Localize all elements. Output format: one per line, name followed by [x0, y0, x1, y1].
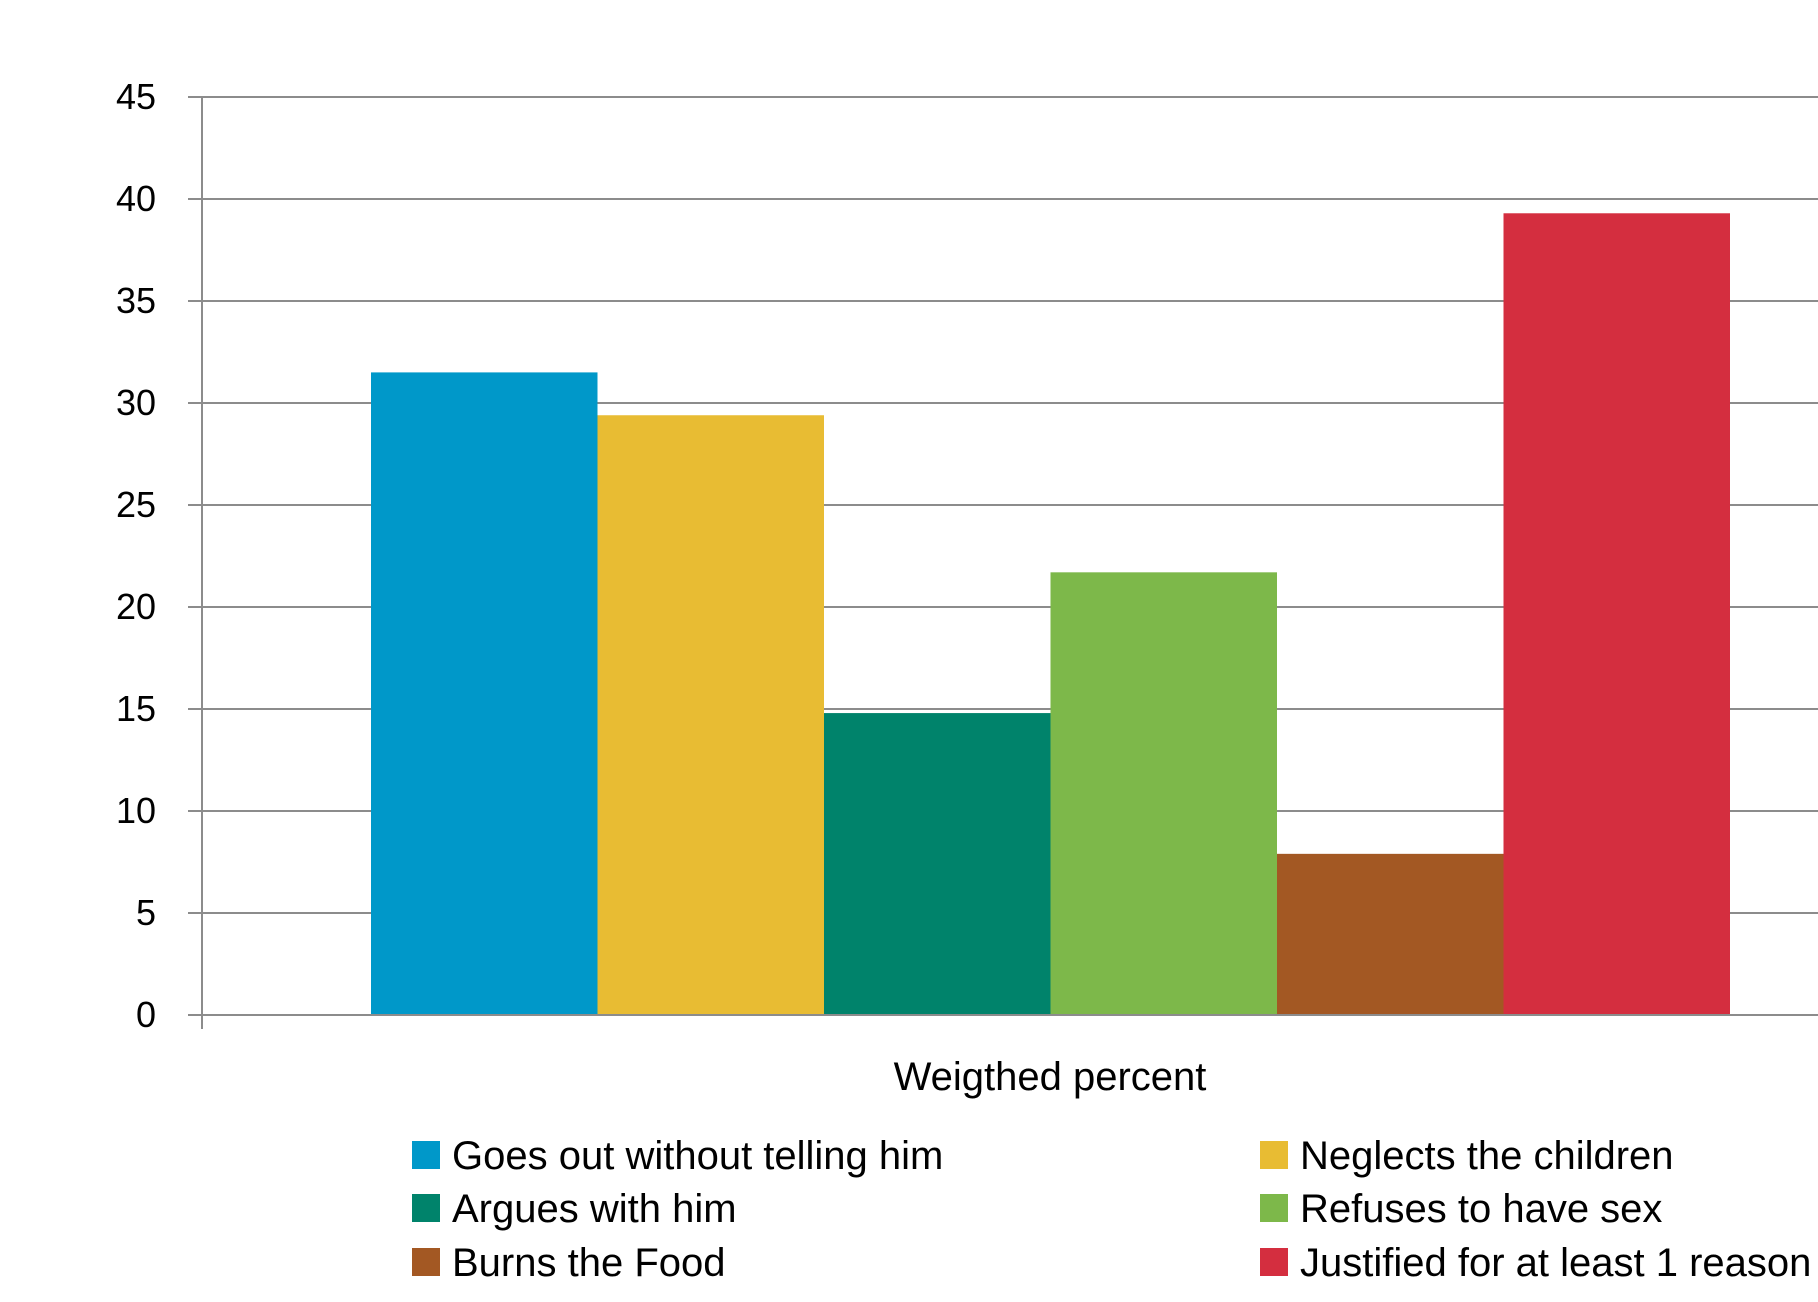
y-tick-label: 40 — [116, 178, 156, 219]
legend-item: Argues with him — [412, 1187, 737, 1231]
legend-label: Neglects the children — [1300, 1134, 1674, 1178]
axes — [188, 97, 1818, 1029]
x-axis-title: Weigthed percent — [894, 1055, 1207, 1099]
legend-label: Goes out without telling him — [452, 1134, 943, 1178]
legend: Goes out without telling him Neglects the… — [412, 1134, 1811, 1285]
legend-item: Justified for at least 1 reason — [1260, 1241, 1811, 1285]
bar-5: Burns the Food: 7.9 — [1277, 853, 1504, 1015]
legend-label: Refuses to have sex — [1300, 1187, 1662, 1231]
legend-swatch — [412, 1248, 440, 1276]
legend-swatch — [1260, 1194, 1288, 1222]
y-tick-label: 5 — [136, 892, 156, 933]
bar-1: Goes out without telling him: 31.5 — [371, 372, 598, 1015]
legend-swatch — [412, 1141, 440, 1169]
legend-item: Neglects the children — [1260, 1134, 1674, 1178]
legend-label: Justified for at least 1 reason — [1300, 1241, 1811, 1285]
bars: Goes out without telling him: 31.5Neglec… — [371, 213, 1730, 1015]
legend-swatch — [412, 1194, 440, 1222]
y-tick-label: 0 — [136, 994, 156, 1035]
y-tick-label: 45 — [116, 76, 156, 117]
y-tick-label: 20 — [116, 586, 156, 627]
bar-3: Argues with him: 14.8 — [824, 713, 1051, 1015]
legend-item: Burns the Food — [412, 1241, 726, 1285]
bar-4: Refuses to have sex: 21.7 — [1050, 572, 1277, 1015]
legend-swatch — [1260, 1248, 1288, 1276]
bar-6: Justified for at least 1 reason: 39.3 — [1503, 213, 1730, 1015]
y-tick-label: 30 — [116, 382, 156, 423]
legend-item: Refuses to have sex — [1260, 1187, 1662, 1231]
legend-label: Argues with him — [452, 1187, 737, 1231]
bar-2: Neglects the children: 29.4 — [597, 415, 824, 1015]
y-tick-label: 25 — [116, 484, 156, 525]
legend-swatch — [1260, 1141, 1288, 1169]
y-tick-label: 15 — [116, 688, 156, 729]
y-tick-label: 35 — [116, 280, 156, 321]
legend-item: Goes out without telling him — [412, 1134, 943, 1178]
legend-label: Burns the Food — [452, 1241, 726, 1285]
y-tick-labels: 0 5 10 15 20 25 30 35 40 45 — [116, 76, 156, 1035]
y-tick-label: 10 — [116, 790, 156, 831]
